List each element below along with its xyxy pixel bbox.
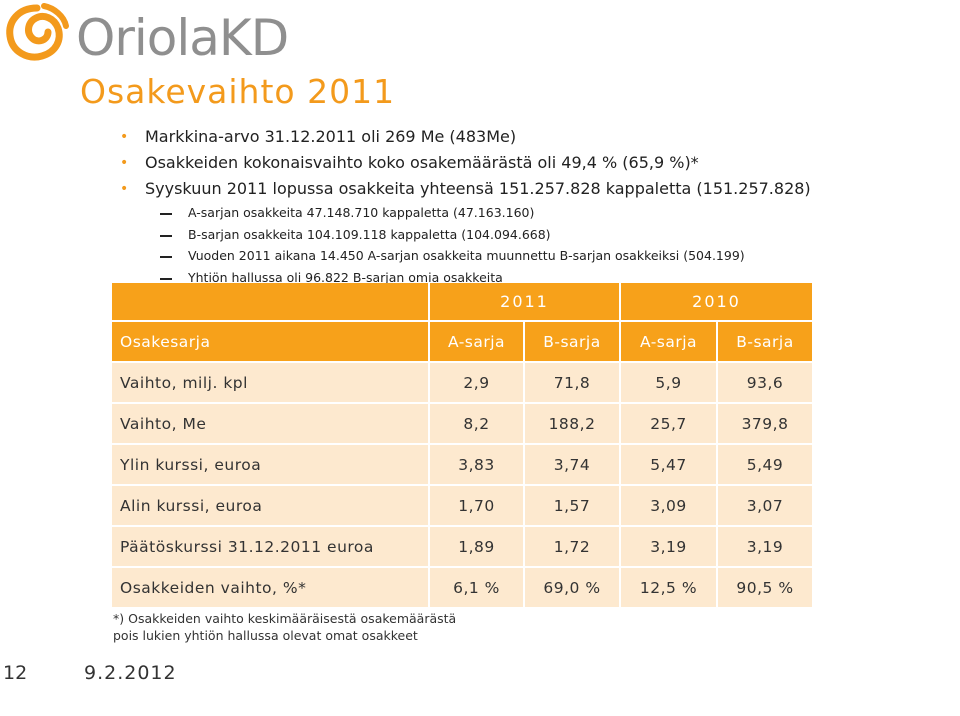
table-cell: 3,07 — [716, 486, 812, 527]
table-row: Ylin kurssi, euroa 3,83 3,74 5,47 5,49 — [112, 445, 812, 486]
table-cell: 1,57 — [523, 486, 619, 527]
oriola-kd-logo: OriolaKD — [4, 2, 304, 68]
slide-date: 9.2.2012 — [84, 662, 177, 684]
table-row: Vaihto, milj. kpl 2,9 71,8 5,9 93,6 — [112, 363, 812, 404]
row-label: Vaihto, milj. kpl — [112, 363, 428, 404]
table-cell: 6,1 % — [428, 568, 523, 609]
row-label: Vaihto, Me — [112, 404, 428, 445]
table-cell: 5,49 — [716, 445, 812, 486]
year-header-row: 2011 2010 — [112, 283, 812, 322]
footnote-line: pois lukien yhtiön hallussa olevat omat … — [113, 628, 418, 643]
table-cell: 12,5 % — [619, 568, 716, 609]
page-number: 12 — [3, 662, 28, 684]
table-cell: 1,70 — [428, 486, 523, 527]
table-row: Päätöskurssi 31.12.2011 euroa 1,89 1,72 … — [112, 527, 812, 568]
table-cell: 69,0 % — [523, 568, 619, 609]
table-row: Vaihto, Me 8,2 188,2 25,7 379,8 — [112, 404, 812, 445]
table-cell: 3,09 — [619, 486, 716, 527]
table-cell: 71,8 — [523, 363, 619, 404]
bullet-list: Markkina-arvo 31.12.2011 oli 269 Me (483… — [120, 124, 950, 288]
table-cell: 379,8 — [716, 404, 812, 445]
year-header-spacer — [112, 283, 428, 322]
table-cell: 93,6 — [716, 363, 812, 404]
row-label: Osakkeiden vaihto, %* — [112, 568, 428, 609]
footnote: *) Osakkeiden vaihto keskimääräisestä os… — [113, 610, 456, 644]
year-2011: 2011 — [428, 283, 619, 322]
footnote-line: *) Osakkeiden vaihto keskimääräisestä os… — [113, 611, 457, 626]
row-label: Ylin kurssi, euroa — [112, 445, 428, 486]
share-trading-table: 2011 2010 Osakesarja A-sarja B-sarja A-s… — [112, 283, 812, 609]
column-header: Osakesarja — [112, 322, 428, 363]
table-cell: 3,19 — [619, 527, 716, 568]
table-cell: 90,5 % — [716, 568, 812, 609]
sub-bullet-a-shares: A-sarjan osakkeita 47.148.710 kappaletta… — [120, 202, 950, 224]
sub-bullet-own-shares: Yhtiön hallussa oli 96.822 B-sarjan omia… — [120, 267, 950, 289]
table-cell: 5,47 — [619, 445, 716, 486]
column-header: A-sarja — [619, 322, 716, 363]
table-cell: 188,2 — [523, 404, 619, 445]
column-header: B-sarja — [716, 322, 812, 363]
table-cell: 1,89 — [428, 527, 523, 568]
sub-bullet-conversion: Vuoden 2011 aikana 14.450 A-sarjan osakk… — [120, 245, 950, 267]
table-cell: 1,72 — [523, 527, 619, 568]
column-header-row: Osakesarja A-sarja B-sarja A-sarja B-sar… — [112, 322, 812, 363]
table-cell: 2,9 — [428, 363, 523, 404]
table-row: Alin kurssi, euroa 1,70 1,57 3,09 3,07 — [112, 486, 812, 527]
year-2010: 2010 — [619, 283, 812, 322]
bullet-market-value: Markkina-arvo 31.12.2011 oli 269 Me (483… — [120, 124, 950, 150]
table-cell: 3,83 — [428, 445, 523, 486]
oriola-swirl-icon — [6, 3, 69, 61]
row-label: Alin kurssi, euroa — [112, 486, 428, 527]
table-row: Osakkeiden vaihto, %* 6,1 % 69,0 % 12,5 … — [112, 568, 812, 609]
bullet-total-turnover: Osakkeiden kokonaisvaihto koko osakemäär… — [120, 150, 950, 176]
table-cell: 3,74 — [523, 445, 619, 486]
logo-text: OriolaKD — [76, 9, 289, 67]
table-cell: 8,2 — [428, 404, 523, 445]
table-cell: 25,7 — [619, 404, 716, 445]
row-label: Päätöskurssi 31.12.2011 euroa — [112, 527, 428, 568]
table-cell: 3,19 — [716, 527, 812, 568]
column-header: A-sarja — [428, 322, 523, 363]
table-cell: 5,9 — [619, 363, 716, 404]
column-header: B-sarja — [523, 322, 619, 363]
sub-bullet-b-shares: B-sarjan osakkeita 104.109.118 kappalett… — [120, 224, 950, 246]
slide-title: Osakevaihto 2011 — [80, 72, 396, 111]
bullet-total-shares: Syyskuun 2011 lopussa osakkeita yhteensä… — [120, 176, 950, 202]
